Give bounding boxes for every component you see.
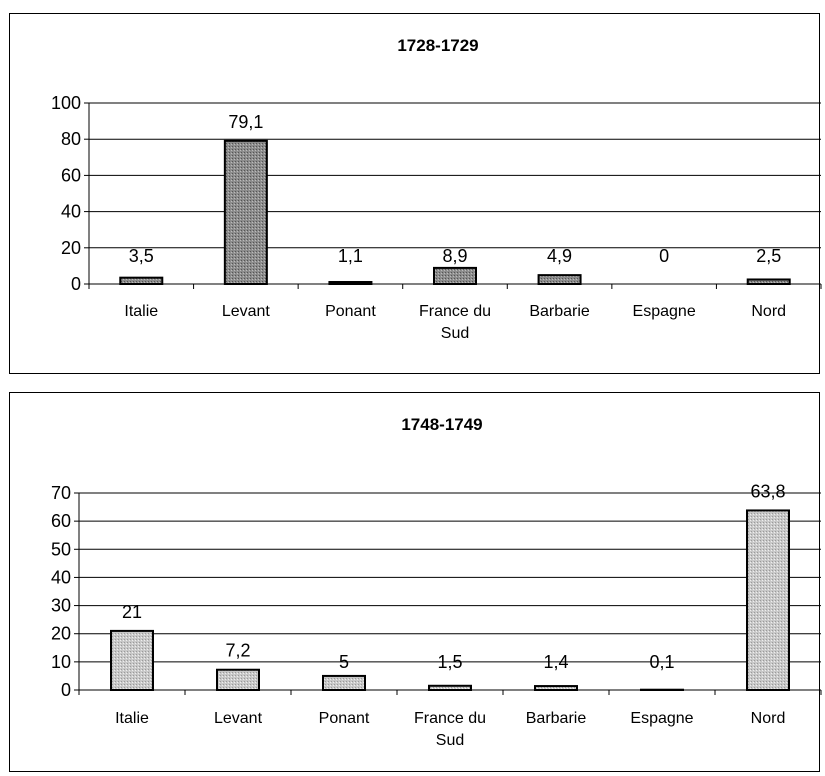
bar <box>216 668 260 692</box>
category-label: France du Sud <box>414 710 486 749</box>
chart-1728-1729: 1728-1729 0 20 40 60 80 100 3,5 Italie 79,1 Levant… <box>9 13 822 374</box>
data-label: 0 <box>659 246 669 266</box>
bar <box>433 266 477 286</box>
category-label: Espagne <box>630 710 693 727</box>
data-label: 79,1 <box>228 112 263 132</box>
bar <box>119 276 164 286</box>
category-label: Barbarie <box>529 303 590 320</box>
bar <box>110 629 154 691</box>
category-label: Levant <box>222 303 271 320</box>
y-tick-label: 60 <box>61 165 81 185</box>
bar <box>428 684 472 691</box>
category-label: Nord <box>751 710 786 727</box>
category-label: Barbarie <box>526 710 587 727</box>
y-tick-label: 60 <box>51 511 71 531</box>
y-tick-label: 40 <box>51 567 71 587</box>
y-tick-label: 0 <box>71 274 81 294</box>
chart-title: 1748-1749 <box>401 415 482 434</box>
data-label: 5 <box>339 652 349 672</box>
category-label: France du Sud <box>419 303 491 342</box>
data-label: 21 <box>122 602 142 622</box>
bar <box>746 278 791 286</box>
y-tick-label: 70 <box>51 483 71 503</box>
y-tick-label: 80 <box>61 129 81 149</box>
y-tick-label: 100 <box>51 93 81 113</box>
category-label: Ponant <box>325 303 376 320</box>
data-label: 1,5 <box>437 652 462 672</box>
data-label: 3,5 <box>129 246 154 266</box>
data-label: 2,5 <box>756 246 781 266</box>
chart-title: 1728-1729 <box>397 36 478 55</box>
data-label: 1,4 <box>543 652 568 672</box>
y-tick-label: 0 <box>61 680 71 700</box>
y-tick-label: 30 <box>51 596 71 616</box>
category-label: Nord <box>751 303 786 320</box>
chart-1728-1729-svg: 1728-1729 0 20 40 60 80 100 3,5 Italie 79,1 Levant… <box>51 36 822 342</box>
y-tick-label: 20 <box>61 238 81 258</box>
category-label: Levant <box>214 710 263 727</box>
bar <box>223 139 268 286</box>
y-tick-label: 50 <box>51 539 71 559</box>
data-label: 63,8 <box>750 481 785 501</box>
data-label: 8,9 <box>442 246 467 266</box>
bar <box>534 685 578 691</box>
bar <box>328 281 373 286</box>
category-label: Ponant <box>319 710 370 727</box>
chart-1748-1749-svg: 1748-1749 0 10 20 30 40 50 60 70 21 Italie 7,2 Levan… <box>51 415 822 749</box>
category-label: Espagne <box>633 303 696 320</box>
y-tick-label: 10 <box>51 652 71 672</box>
chart-1748-1749: 1748-1749 0 10 20 30 40 50 60 70 21 Italie 7,2 Levan… <box>9 392 822 772</box>
data-label: 7,2 <box>225 641 250 661</box>
bar <box>322 674 366 691</box>
bar <box>746 509 790 691</box>
bar <box>537 274 582 286</box>
category-label: Italie <box>124 303 158 320</box>
category-label: Italie <box>115 710 149 727</box>
y-tick-label: 40 <box>61 202 81 222</box>
data-label: 4,9 <box>547 246 572 266</box>
data-label: 1,1 <box>338 246 363 266</box>
y-tick-label: 20 <box>51 624 71 644</box>
data-label: 0,1 <box>649 652 674 672</box>
